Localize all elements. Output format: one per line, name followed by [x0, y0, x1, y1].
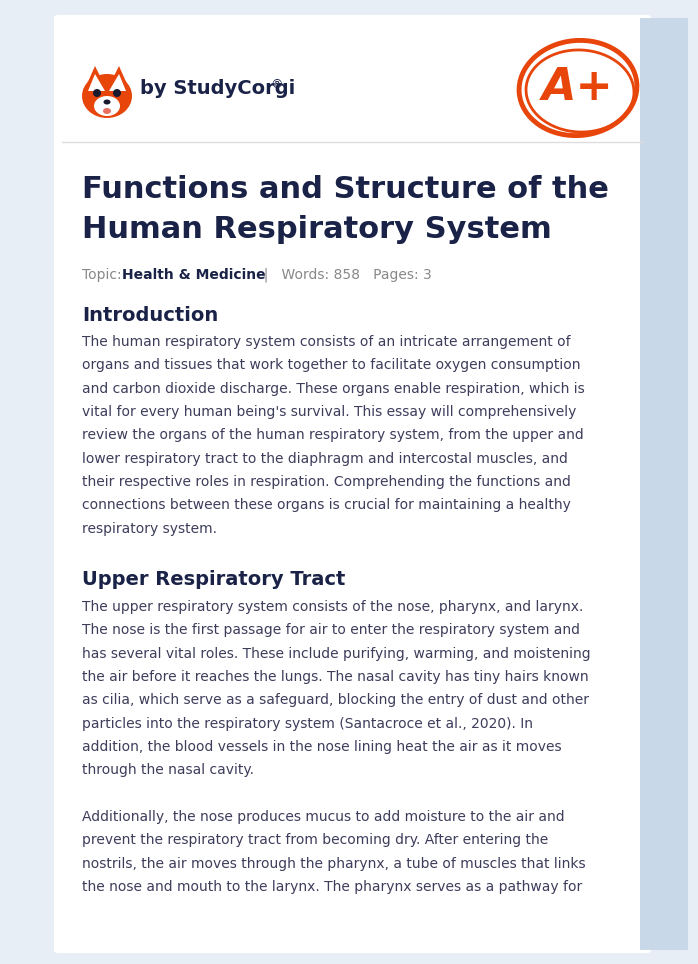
- Text: Functions and Structure of the: Functions and Structure of the: [82, 175, 609, 204]
- Ellipse shape: [82, 74, 132, 118]
- Text: ®: ®: [270, 78, 283, 91]
- FancyBboxPatch shape: [54, 15, 651, 953]
- Circle shape: [93, 89, 101, 97]
- Polygon shape: [109, 74, 126, 91]
- Ellipse shape: [94, 96, 120, 116]
- Text: Introduction: Introduction: [82, 306, 218, 325]
- Text: Human Respiratory System: Human Respiratory System: [82, 215, 551, 244]
- Text: by StudyCorgi: by StudyCorgi: [140, 78, 295, 97]
- Circle shape: [113, 89, 121, 97]
- Ellipse shape: [103, 108, 111, 114]
- FancyBboxPatch shape: [640, 18, 688, 950]
- Text: |   Words: 858   Pages: 3: | Words: 858 Pages: 3: [255, 268, 432, 282]
- Text: Topic:: Topic:: [82, 268, 126, 282]
- Polygon shape: [83, 66, 107, 93]
- Text: Additionally, the nose produces mucus to add moisture to the air and
prevent the: Additionally, the nose produces mucus to…: [82, 810, 586, 894]
- Polygon shape: [107, 66, 131, 93]
- Polygon shape: [88, 74, 105, 91]
- Ellipse shape: [103, 99, 110, 104]
- Text: A+: A+: [542, 67, 614, 110]
- Text: Health & Medicine: Health & Medicine: [122, 268, 266, 282]
- Text: Upper Respiratory Tract: Upper Respiratory Tract: [82, 570, 346, 589]
- Text: The upper respiratory system consists of the nose, pharynx, and larynx.
The nose: The upper respiratory system consists of…: [82, 600, 591, 777]
- Text: The human respiratory system consists of an intricate arrangement of
organs and : The human respiratory system consists of…: [82, 335, 585, 536]
